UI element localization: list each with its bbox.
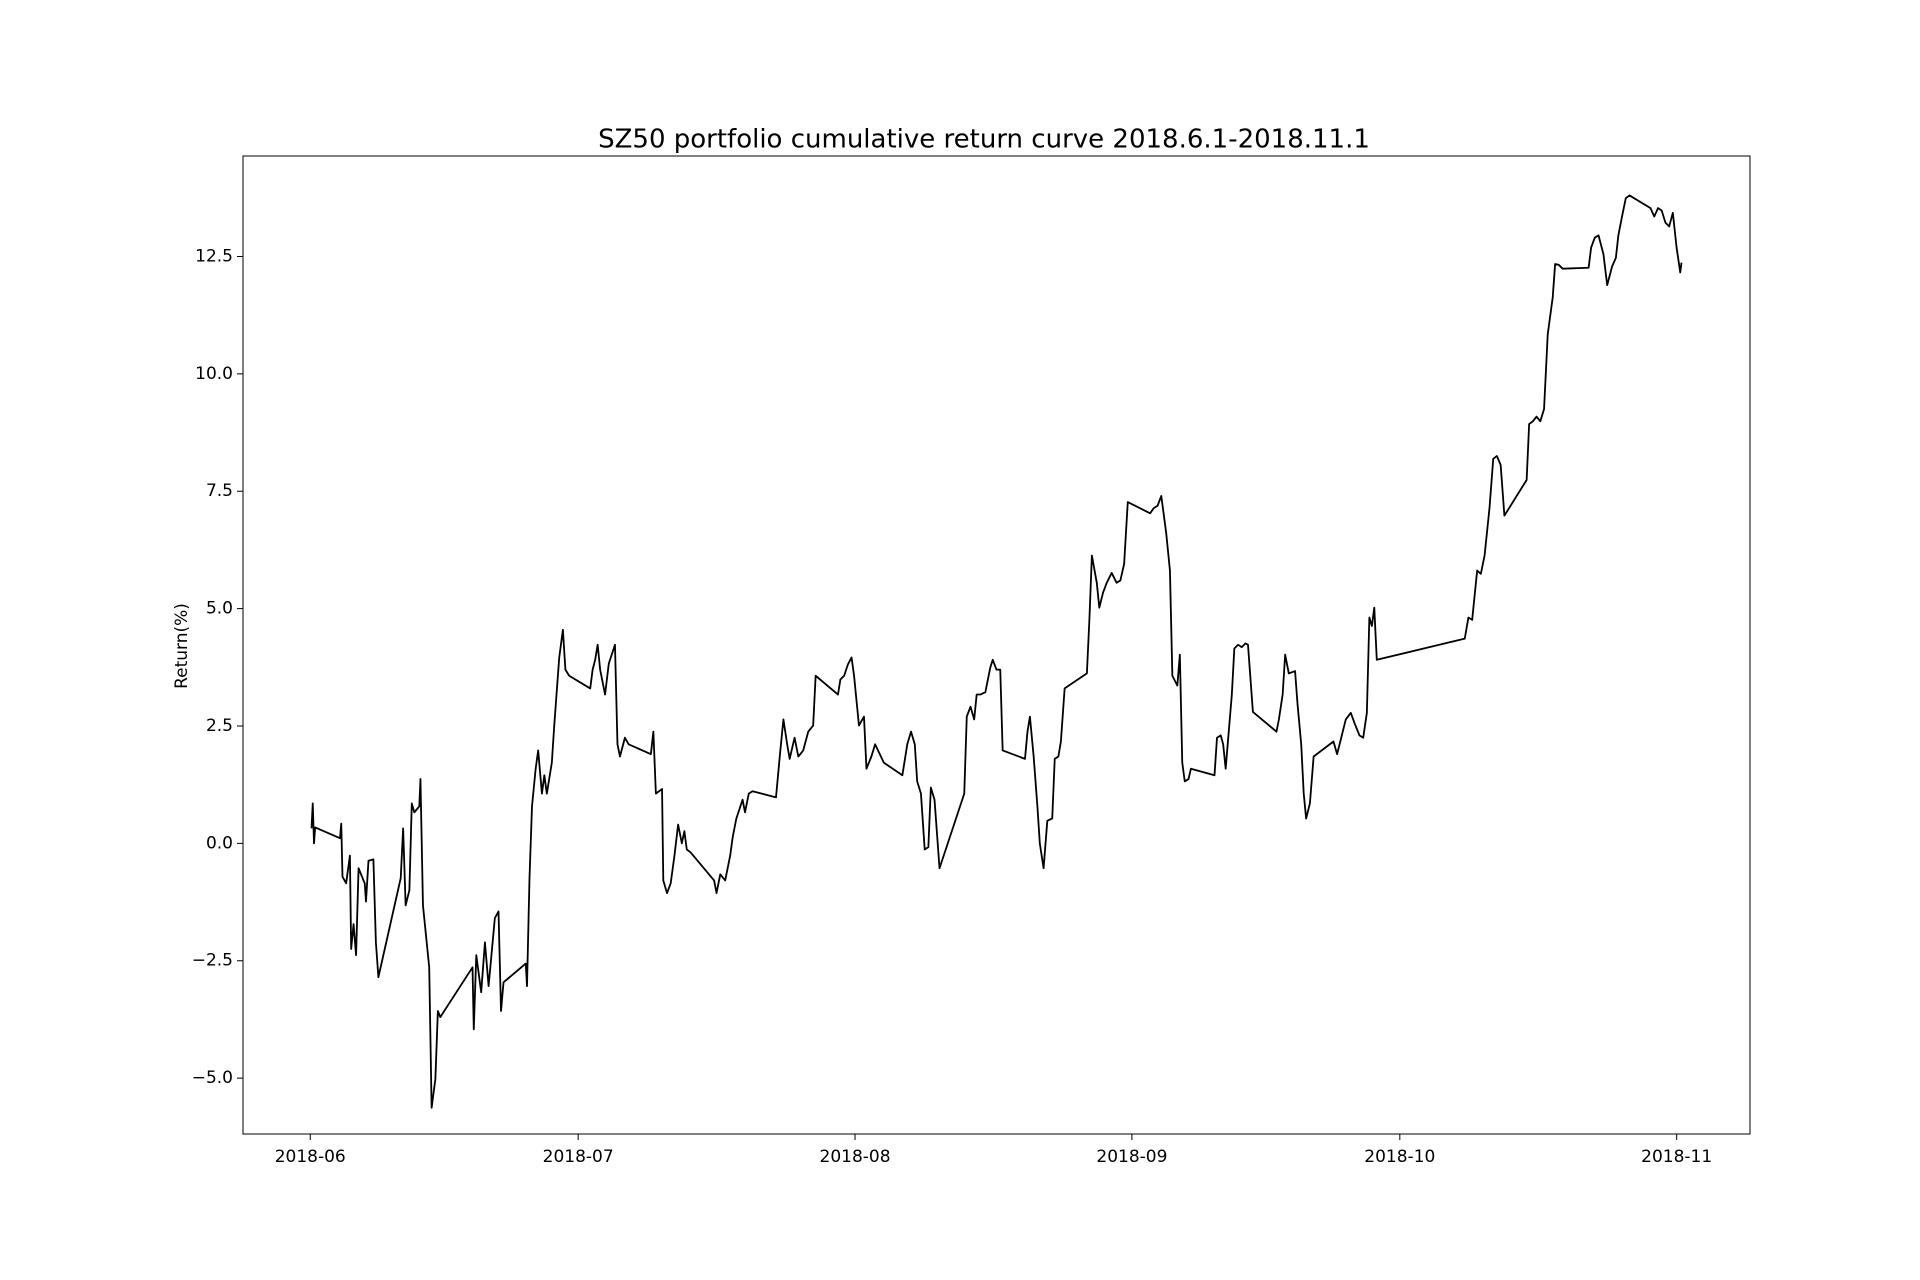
x-tick-label: 2018-10 (1364, 1147, 1435, 1167)
x-tick-label: 2018-09 (1096, 1147, 1167, 1167)
x-tick-label: 2018-07 (543, 1147, 614, 1167)
x-tick-label: 2018-08 (820, 1147, 891, 1167)
chart-title: SZ50 portfolio cumulative return curve 2… (598, 125, 1370, 155)
plot-frame (242, 155, 1751, 1135)
y-tick-label: 7.5 (206, 481, 233, 501)
y-tick-label: −2.5 (192, 951, 233, 971)
line-series (310, 194, 1683, 1109)
x-tick-label: 2018-06 (275, 1147, 346, 1167)
y-tick-label: 12.5 (195, 246, 233, 266)
y-tick-label: 10.0 (195, 364, 233, 384)
y-tick-label: 2.5 (206, 716, 233, 736)
y-tick-label: −5.0 (192, 1068, 233, 1088)
y-tick-label: 5.0 (206, 599, 233, 619)
x-tick-label: 2018-11 (1641, 1147, 1712, 1167)
y-axis-label: Return(%) (172, 603, 192, 689)
y-tick-label: 0.0 (206, 833, 233, 853)
